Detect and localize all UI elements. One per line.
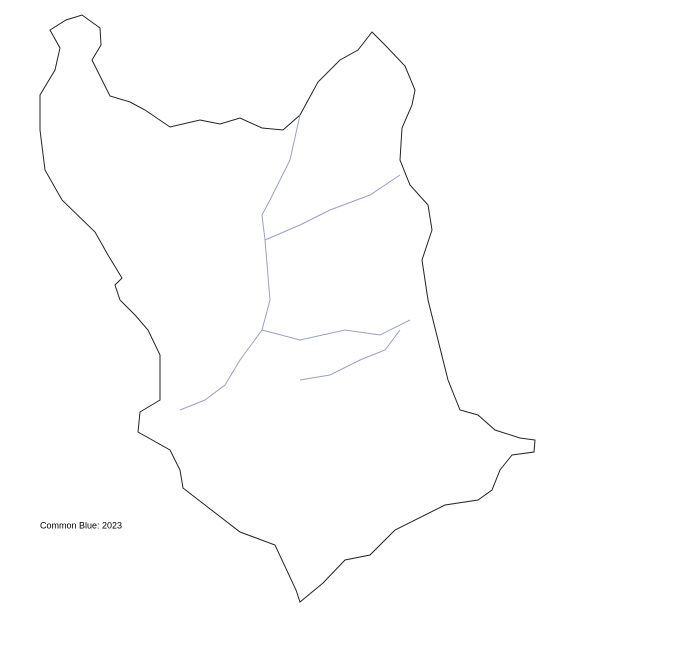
district-boundary [179,114,411,411]
county-outline [39,14,536,603]
map-title: Common Blue: 2023 [40,520,122,530]
